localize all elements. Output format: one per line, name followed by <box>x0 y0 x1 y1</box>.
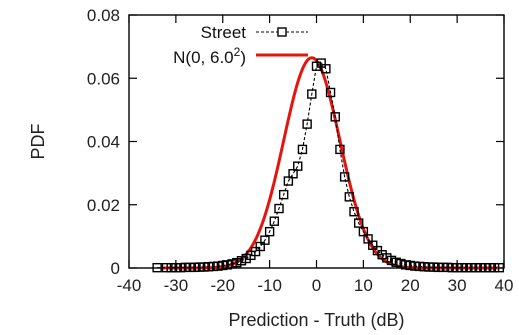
legend-label-street: Street <box>201 23 247 42</box>
y-tick-label: 0.06 <box>87 69 120 88</box>
street-data-point <box>274 203 284 214</box>
y-tick-label: 0.02 <box>87 196 120 215</box>
street-data-point <box>307 89 317 99</box>
x-tick-label: -30 <box>164 276 189 295</box>
y-axis-ticks: 0 0.02 0.04 0.06 0.08 <box>87 6 504 278</box>
street-data-point <box>152 262 162 273</box>
legend-marker-street <box>277 27 287 37</box>
x-axis-ticks: -40 -30 -20 -10 0 10 20 30 40 <box>117 15 514 295</box>
street-data-point <box>494 262 505 273</box>
street-data-point <box>335 144 345 155</box>
street-data-point <box>330 112 340 122</box>
series-group <box>152 56 505 273</box>
street-data-point <box>297 144 308 155</box>
x-tick-label: 30 <box>448 276 467 295</box>
y-axis-label: PDF <box>28 123 48 159</box>
street-data-point <box>278 189 289 200</box>
x-axis-label: Prediction - Truth (dB) <box>228 310 404 330</box>
street-data-point <box>344 192 355 202</box>
y-tick-label: 0.08 <box>87 6 120 25</box>
x-tick-label: -20 <box>210 276 235 295</box>
street-data-point <box>264 226 275 237</box>
y-tick-label: 0 <box>111 259 120 278</box>
legend-label-gaussian: N(0, 6.02) <box>173 45 246 67</box>
x-tick-label: 10 <box>354 276 373 295</box>
street-data-point <box>349 207 359 217</box>
street-data-point <box>339 172 350 182</box>
street-data-point <box>293 161 303 171</box>
y-tick-label: 0.04 <box>87 133 120 152</box>
x-tick-label: -10 <box>257 276 282 295</box>
gaussian-curve <box>161 56 500 270</box>
x-tick-label: 40 <box>495 276 514 295</box>
x-tick-label: 20 <box>401 276 420 295</box>
legend: Street N(0, 6.02) <box>173 23 308 67</box>
street-data-point <box>269 216 280 226</box>
street-data-point <box>325 87 336 98</box>
street-data-point <box>321 64 331 74</box>
street-data-point <box>302 119 312 129</box>
x-tick-label: 0 <box>312 276 321 295</box>
x-tick-label: -40 <box>117 276 142 295</box>
